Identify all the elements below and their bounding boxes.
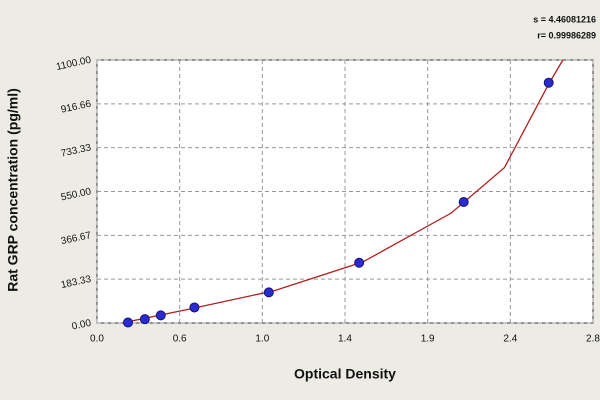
- y-tick-label: 0.00: [71, 318, 93, 333]
- y-tick-label: 183.33: [60, 274, 93, 291]
- annotation: s = 4.46081216: [533, 14, 596, 24]
- data-point: [354, 257, 365, 268]
- data-point: [123, 317, 133, 328]
- x-tick-label: 2.8: [586, 334, 600, 345]
- x-tick-label: 1.9: [421, 334, 435, 345]
- x-tick-label: 1.0: [255, 334, 269, 345]
- y-tick-label: 733.33: [60, 142, 93, 159]
- y-tick-label: 366.67: [60, 230, 93, 247]
- data-point: [458, 197, 469, 208]
- y-tick-label: 916.66: [60, 99, 93, 116]
- annotation: r= 0.99986289: [537, 30, 596, 40]
- data-point: [263, 287, 274, 298]
- data-point: [155, 310, 166, 321]
- data-point: [189, 302, 200, 313]
- x-tick-label: 0.0: [90, 334, 104, 345]
- y-tick-label: 550.00: [60, 186, 93, 203]
- y-tick-label: 1100.00: [55, 55, 92, 73]
- data-point: [543, 77, 554, 88]
- x-tick-label: 2.4: [503, 334, 517, 345]
- x-axis-title: Optical Density: [294, 366, 396, 382]
- x-tick-label: 1.4: [338, 334, 352, 345]
- fit-curve: [121, 59, 564, 324]
- y-axis-title: Rat GRP concentration (pg/ml): [5, 88, 21, 292]
- x-tick-label: 0.6: [173, 334, 187, 345]
- data-point: [139, 314, 150, 325]
